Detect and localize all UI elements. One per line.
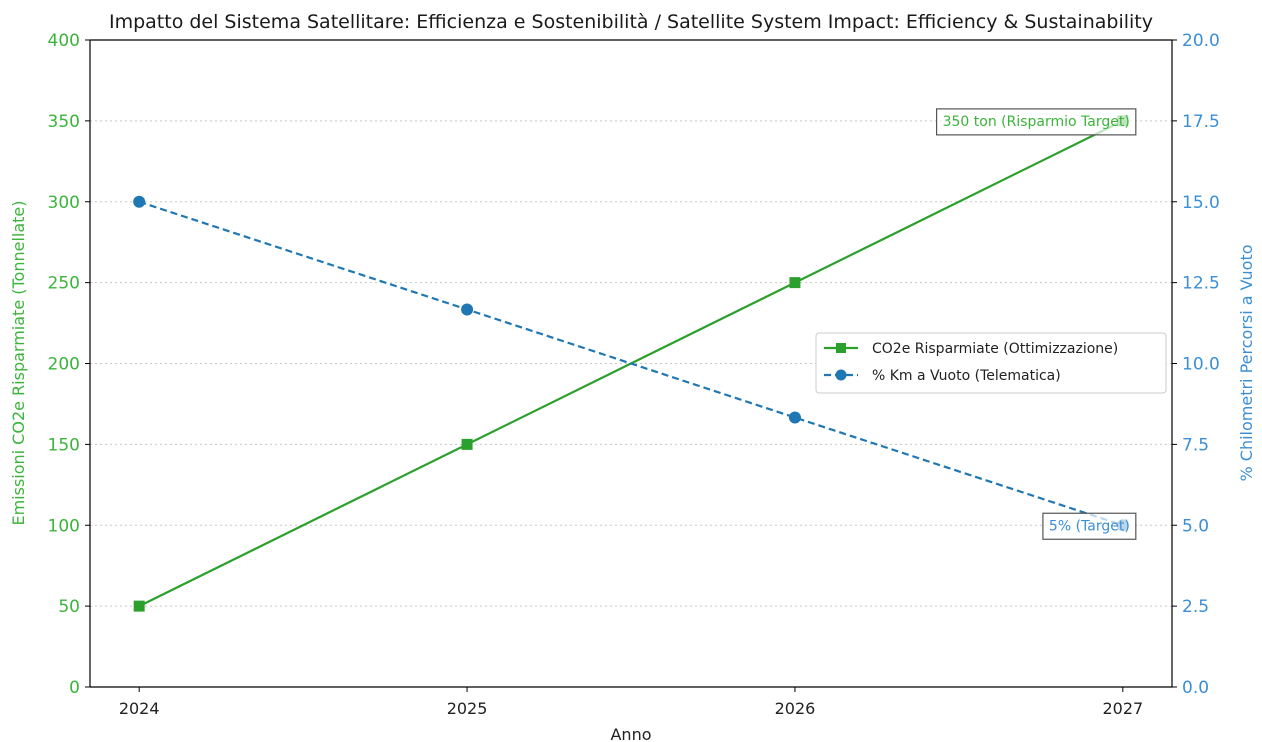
annotation-text: 5% (Target): [1049, 518, 1130, 534]
legend-swatch-co2-marker: [836, 343, 846, 353]
y-tick-left-label: 400: [48, 31, 80, 51]
y-tick-right-label: 12.5: [1182, 274, 1220, 294]
x-tick-label: 2025: [447, 699, 488, 718]
y-tick-left-label: 150: [48, 435, 80, 455]
y-tick-right-label: 2.5: [1182, 597, 1209, 617]
y-tick-left-label: 200: [48, 355, 80, 375]
y-tick-left-label: 100: [48, 516, 80, 536]
y-axis-label-left: Emissioni CO2e Risparmiate (Tonnellate): [9, 200, 28, 525]
x-tick-label: 2026: [775, 699, 816, 718]
data-point-co2: [133, 600, 145, 612]
y-tick-right-label: 20.0: [1182, 31, 1220, 51]
legend-swatch-km-marker: [835, 369, 847, 381]
y-tick-right-label: 0.0: [1182, 678, 1209, 698]
y-tick-right-label: 5.0: [1182, 516, 1209, 536]
y-tick-right-label: 7.5: [1182, 435, 1209, 455]
series-line-km: [138, 200, 1124, 527]
annotation-co2-target: 350 ton (Risparmio Target): [935, 108, 1137, 136]
annotation-km-target: 5% (Target): [1042, 512, 1137, 540]
x-tick-label: 2024: [119, 699, 160, 718]
data-point-co2: [461, 438, 473, 450]
ticks: 0 50 100 150 200 250 300 350 400 0.0 2.5 5.0 7.5 10.0…: [48, 31, 1220, 718]
x-axis-label: Anno: [610, 725, 651, 742]
annotations: 350 ton (Risparmio Target) 5% (Target): [935, 108, 1137, 540]
y-tick-left-label: 250: [48, 274, 80, 294]
y-tick-left-label: 350: [48, 112, 80, 132]
annotation-text: 350 ton (Risparmio Target): [943, 114, 1130, 130]
legend-box: [815, 332, 1167, 394]
annotation-box: [935, 108, 1137, 136]
x-tick-label: 2027: [1102, 699, 1143, 718]
data-point-km: [788, 411, 801, 424]
legend-label-co2: CO2e Risparmiate (Ottimizzazione): [872, 341, 1118, 357]
legend: CO2e Risparmiate (Ottimizzazione) % Km a…: [815, 332, 1167, 394]
data-point-co2: [789, 277, 801, 289]
y-tick-right-label: 10.0: [1182, 355, 1220, 375]
data-point-km: [133, 195, 146, 208]
y-tick-left-label: 300: [48, 193, 80, 213]
legend-label-km: % Km a Vuoto (Telematica): [872, 368, 1061, 384]
chart-title: Impatto del Sistema Satellitare: Efficie…: [109, 11, 1153, 33]
annotation-box: [1042, 512, 1137, 540]
y-tick-left-label: 0: [69, 678, 80, 698]
y-tick-right-label: 15.0: [1182, 193, 1220, 213]
grid: [90, 120, 1172, 607]
y-axis-label-right: % Chilometri Percorsi a Vuoto: [1237, 244, 1256, 481]
y-tick-left-label: 50: [58, 597, 80, 617]
data-point-km: [461, 303, 474, 316]
y-tick-right-label: 17.5: [1182, 112, 1220, 132]
